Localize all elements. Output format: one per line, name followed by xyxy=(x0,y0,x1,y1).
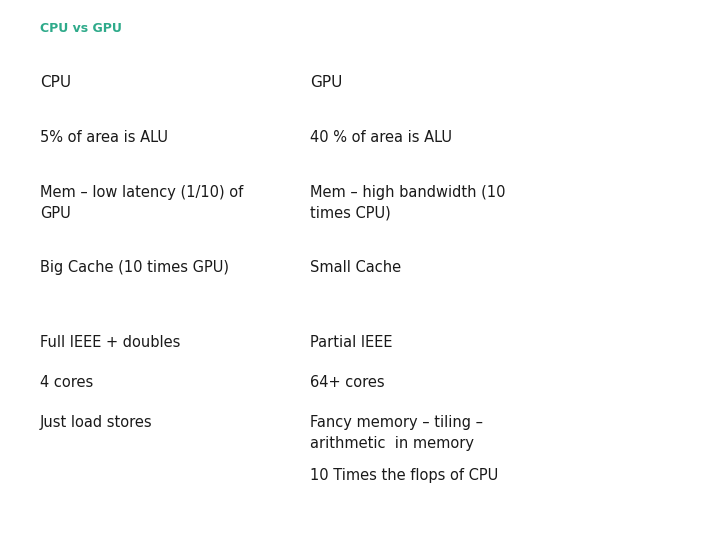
Text: 4 cores: 4 cores xyxy=(40,375,94,390)
Text: Big Cache (10 times GPU): Big Cache (10 times GPU) xyxy=(40,260,229,275)
Text: CPU vs GPU: CPU vs GPU xyxy=(40,22,122,35)
Text: 5% of area is ALU: 5% of area is ALU xyxy=(40,130,168,145)
Text: GPU: GPU xyxy=(310,75,343,90)
Text: 10 Times the flops of CPU: 10 Times the flops of CPU xyxy=(310,468,498,483)
Text: CPU: CPU xyxy=(40,75,71,90)
Text: Mem – low latency (1/10) of
GPU: Mem – low latency (1/10) of GPU xyxy=(40,185,243,221)
Text: 40 % of area is ALU: 40 % of area is ALU xyxy=(310,130,452,145)
Text: Full IEEE + doubles: Full IEEE + doubles xyxy=(40,335,181,350)
Text: 64+ cores: 64+ cores xyxy=(310,375,384,390)
Text: Fancy memory – tiling –
arithmetic  in memory: Fancy memory – tiling – arithmetic in me… xyxy=(310,415,483,451)
Text: Partial IEEE: Partial IEEE xyxy=(310,335,392,350)
Text: Just load stores: Just load stores xyxy=(40,415,153,430)
Text: Mem – high bandwidth (10
times CPU): Mem – high bandwidth (10 times CPU) xyxy=(310,185,505,221)
Text: Small Cache: Small Cache xyxy=(310,260,401,275)
